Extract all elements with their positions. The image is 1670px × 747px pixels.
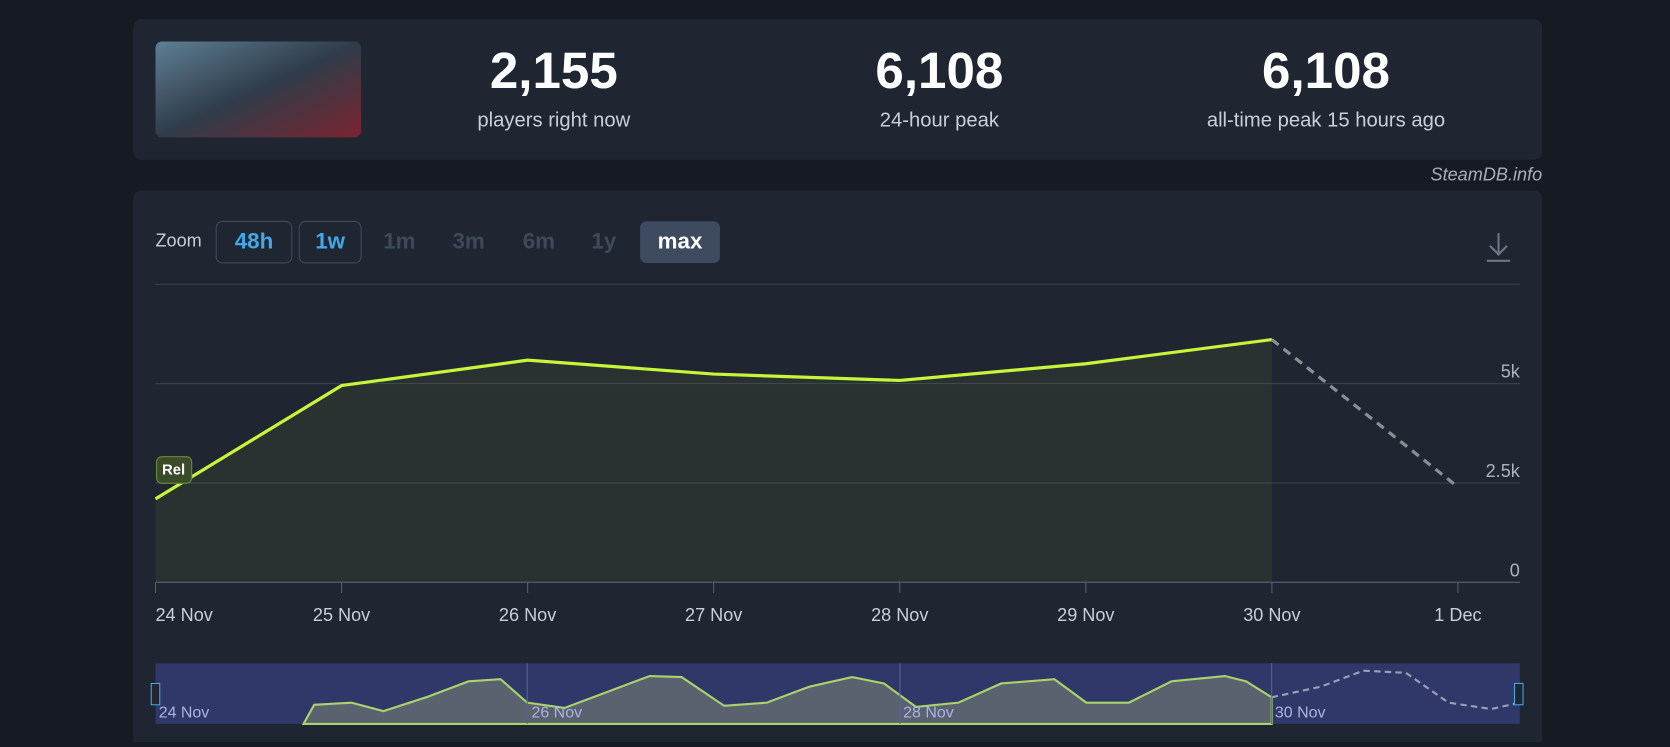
zoom-option[interactable]: 1y: [591, 229, 616, 254]
stat-value: 6,108: [1262, 42, 1390, 99]
line: [154, 337, 1273, 501]
chart-card: [133, 190, 1543, 747]
navigator-label: 24 Nov: [159, 705, 210, 722]
zoom-option[interactable]: 3m: [452, 229, 484, 254]
navigator-label: 30 Nov: [1275, 705, 1326, 722]
y-tick-label: 0: [1510, 560, 1520, 580]
zoom-button[interactable]: [215, 220, 293, 264]
x-tick-label: 29 Nov: [1057, 605, 1114, 625]
credit[interactable]: SteamDB.info: [1431, 164, 1543, 184]
game-image: [155, 41, 362, 138]
stat-value: 6,108: [875, 42, 1003, 99]
y-tick-label: 2.5k: [1486, 461, 1521, 481]
area: [155, 339, 1272, 583]
zoom-option[interactable]: 1m: [383, 229, 415, 254]
zoom-label: Zoom: [155, 230, 201, 250]
x-tick-label: 27 Nov: [685, 605, 742, 625]
zoom-option[interactable]: 1w: [315, 229, 345, 254]
nav-handle[interactable]: [1513, 682, 1524, 706]
zoom-button[interactable]: [640, 221, 720, 263]
x-tick-label: 28 Nov: [871, 605, 928, 625]
navigator-label: 28 Nov: [903, 705, 954, 722]
x-tick-label: 30 Nov: [1243, 605, 1300, 625]
navigator-dividers: [526, 663, 1273, 724]
x-tick-label: 1 Dec: [1434, 605, 1481, 625]
navigator-label: 26 Nov: [531, 705, 582, 722]
line: [1270, 338, 1459, 489]
navigator-shape: [301, 674, 1273, 725]
stat-label: all-time peak 15 hours ago: [1207, 110, 1445, 132]
download-icon[interactable]: [1486, 233, 1511, 262]
stat-label: players right now: [477, 110, 630, 132]
x-tick-label: 25 Nov: [313, 605, 370, 625]
y-tick-label: 5k: [1501, 362, 1521, 382]
stat-value: 2,155: [490, 42, 618, 99]
zoom-option[interactable]: 48h: [235, 229, 274, 254]
annotation: Rel: [162, 462, 185, 478]
zoom-option[interactable]: 6m: [523, 229, 555, 254]
stats-card: [133, 19, 1543, 160]
zoom-option[interactable]: max: [658, 229, 703, 254]
zoom-button[interactable]: [298, 220, 362, 264]
x-tick-label: 24 Nov: [155, 605, 212, 625]
annotation-badge: [156, 456, 193, 484]
x-tick-label: 26 Nov: [499, 605, 556, 625]
nav-handle[interactable]: [150, 682, 161, 706]
stat-label: 24-hour peak: [880, 110, 1000, 132]
